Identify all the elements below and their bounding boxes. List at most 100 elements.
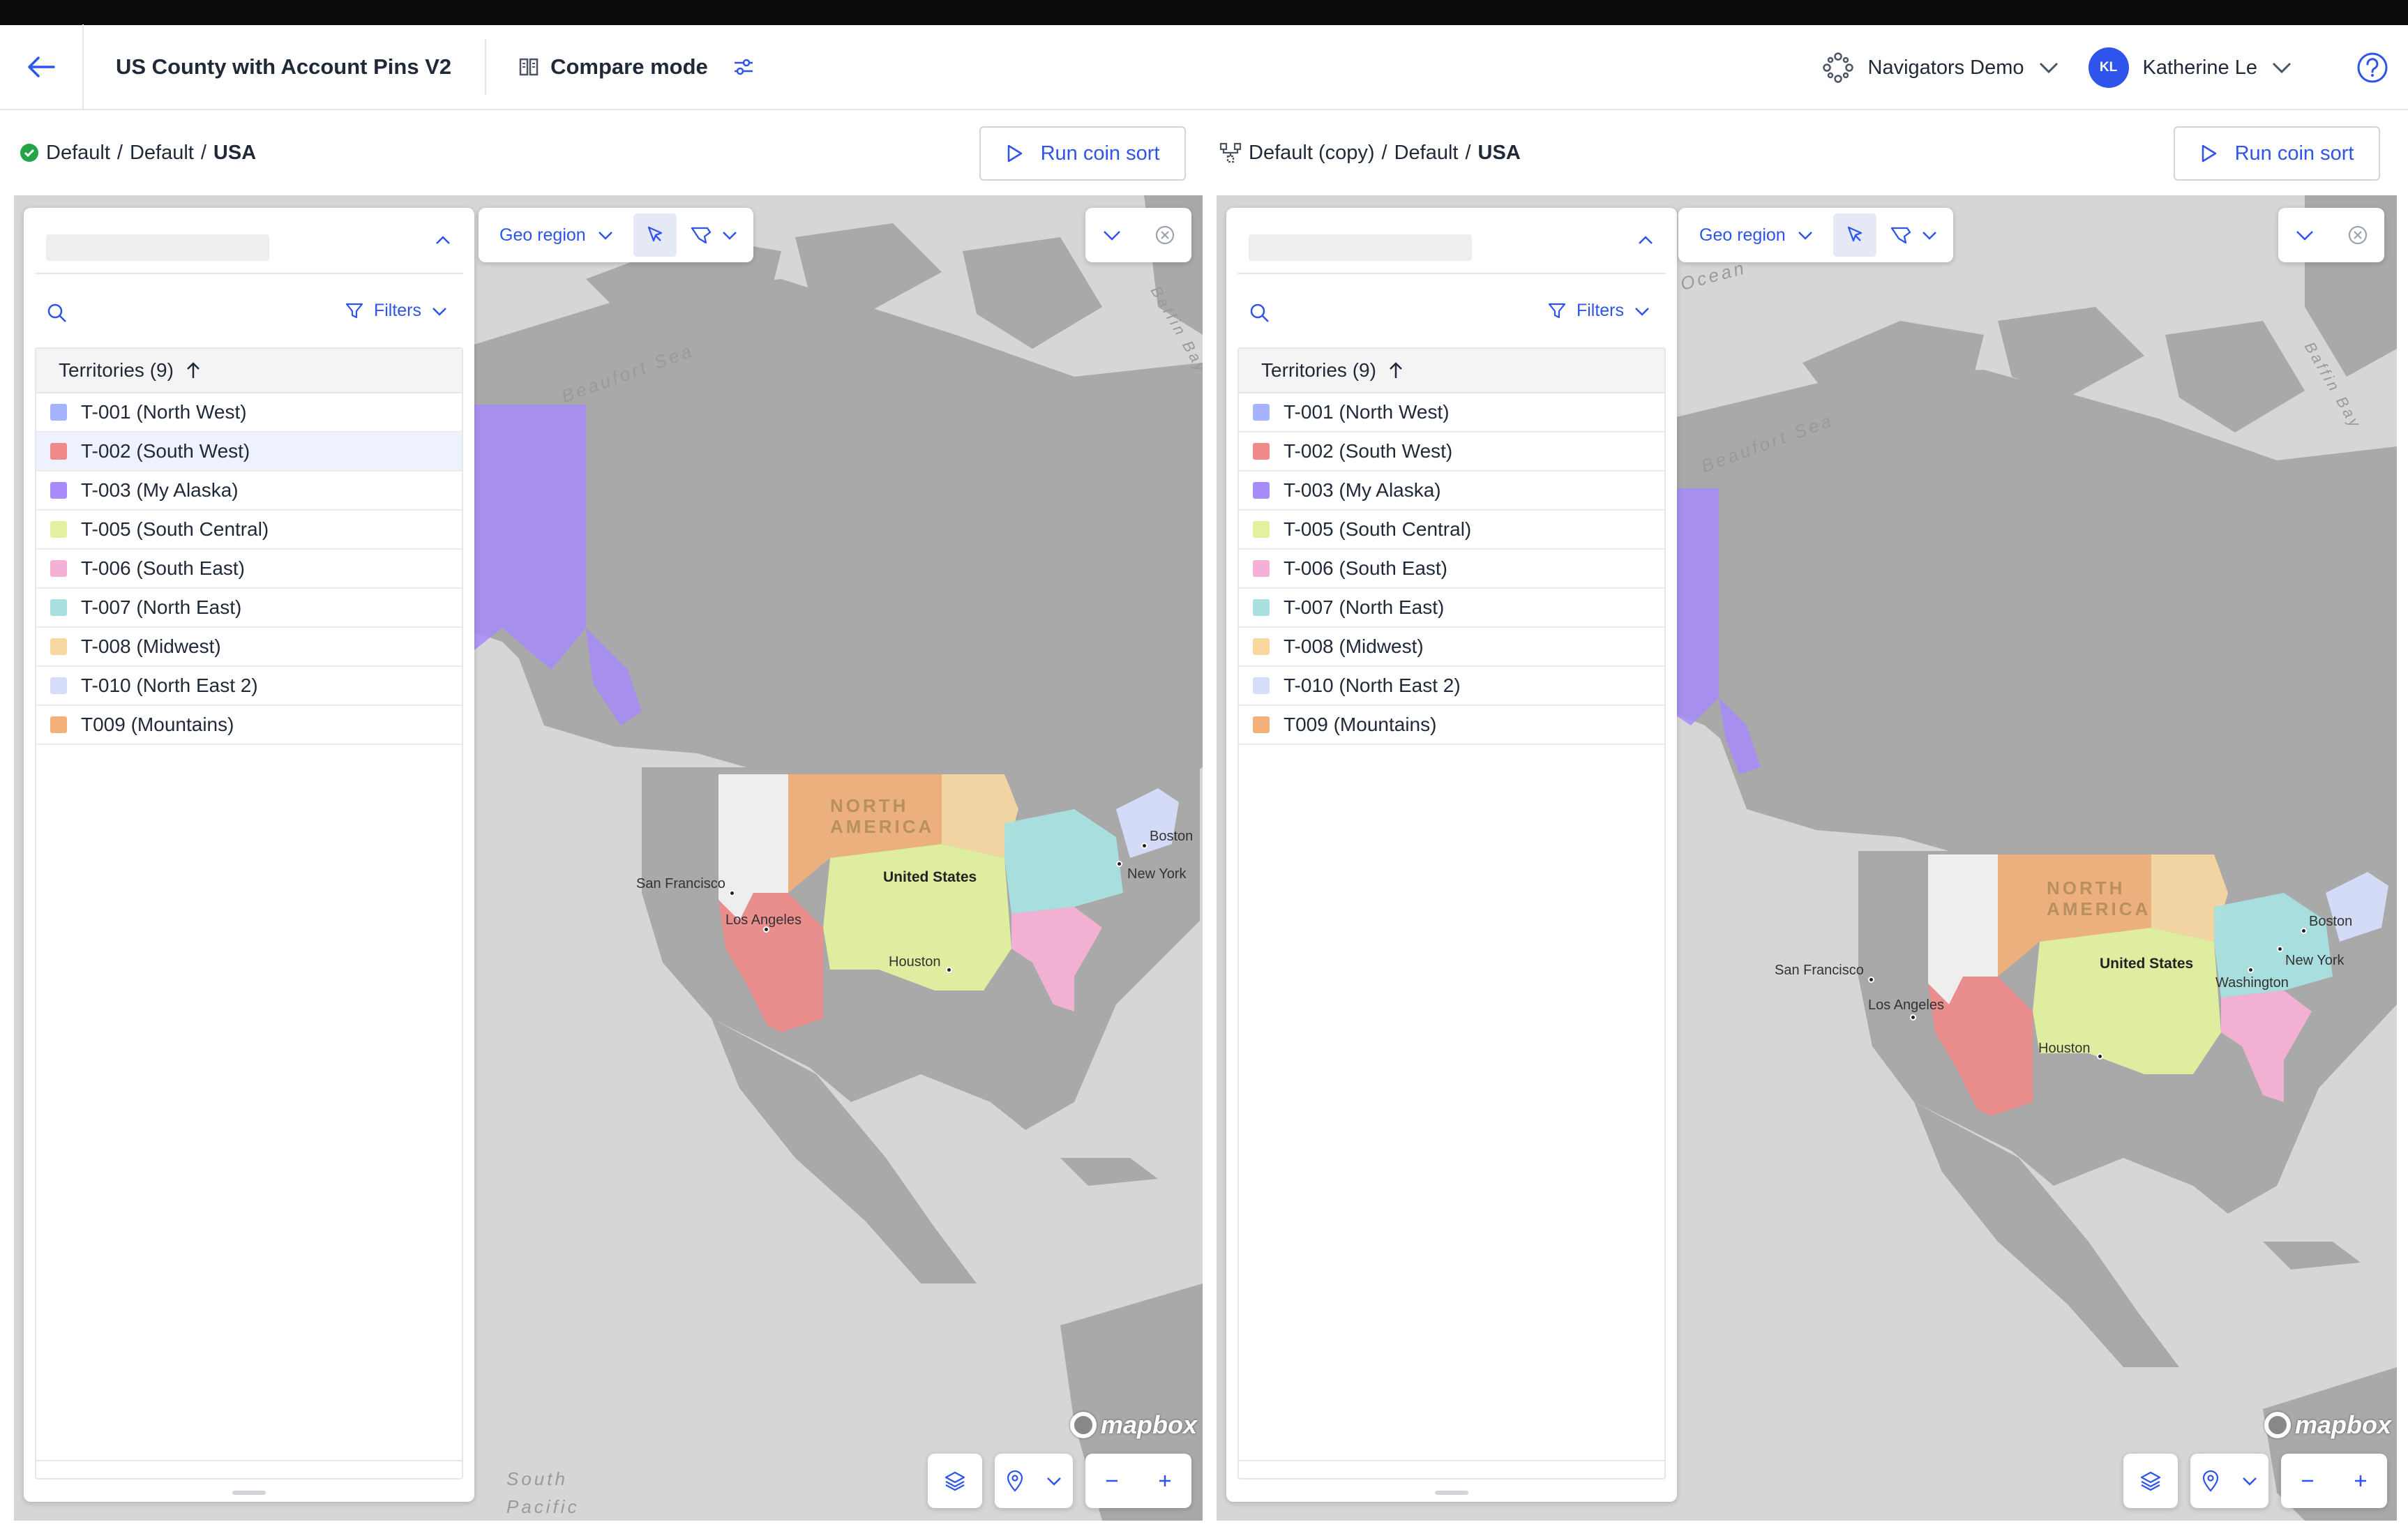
city-dot	[2248, 967, 2254, 973]
breadcrumb-item[interactable]: Default (copy)	[1249, 141, 1375, 164]
territory-label: T-007 (North East)	[1284, 596, 1445, 618]
mapbox-wordmark: mapbox	[2295, 1410, 2392, 1439]
territory-table: Territories (9) T-001 (North West) T-002 …	[35, 347, 463, 1479]
territory-row[interactable]: T-003 (My Alaska)	[1239, 472, 1664, 511]
territory-row[interactable]: T-002 (South West)	[1239, 432, 1664, 472]
search-icon[interactable]	[1249, 302, 1271, 324]
map-label-los-angeles: Los Angeles	[725, 912, 802, 928]
territory-row[interactable]: T-002 (South West)	[36, 432, 462, 472]
territory-row[interactable]: T-007 (North East)	[1239, 589, 1664, 628]
map-label-los-angeles: Los Angeles	[1868, 997, 1944, 1013]
back-button[interactable]	[0, 24, 84, 110]
city-dot	[1868, 977, 1874, 983]
breadcrumb-current: USA	[213, 141, 257, 164]
breadcrumb-item[interactable]: Default	[1394, 141, 1459, 164]
territory-row[interactable]: T-001 (North West)	[36, 393, 462, 432]
pin-menu-button[interactable]	[995, 1454, 1073, 1508]
user-menu[interactable]: KL Katherine Le	[2088, 47, 2292, 88]
territory-row[interactable]: T-010 (North East 2)	[1239, 667, 1664, 706]
chevron-up-icon[interactable]	[432, 230, 453, 251]
territory-panel: Filters Territories (9) T-001 (North Wes…	[1226, 208, 1677, 1502]
territory-row[interactable]: T-007 (North East)	[36, 589, 462, 628]
territory-color-swatch	[50, 638, 67, 655]
polygon-tool-button[interactable]	[677, 225, 753, 246]
mapbox-mark-icon	[1070, 1412, 1097, 1438]
select-tool-button[interactable]	[633, 213, 677, 257]
territory-color-swatch	[1253, 521, 1270, 538]
map-view-right[interactable]: Ocean Beaufort Sea Baffin Bay NORTH AMER…	[1217, 195, 2397, 1521]
territory-row[interactable]: T-005 (South Central)	[1239, 511, 1664, 550]
table-footer	[36, 1460, 462, 1478]
breadcrumb-separator: /	[200, 141, 206, 164]
zoom-in-icon[interactable]	[2351, 1472, 2370, 1490]
zoom-out-icon[interactable]	[2298, 1472, 2317, 1490]
left-subheader: Default / Default / USA	[20, 110, 256, 195]
search-row: Filters	[1226, 274, 1677, 347]
table-header[interactable]: Territories (9)	[1239, 349, 1664, 393]
geo-region-select[interactable]: Geo region	[1678, 225, 1833, 246]
territory-label: T-008 (Midwest)	[81, 635, 221, 657]
lasso-polygon-icon	[691, 227, 711, 244]
select-tool-button[interactable]	[1833, 213, 1876, 257]
resize-handle[interactable]	[232, 1491, 266, 1495]
settings-sliders-icon[interactable]	[732, 55, 755, 79]
territory-row[interactable]: T-001 (North West)	[1239, 393, 1664, 432]
chevron-down-icon[interactable]	[1102, 229, 1122, 241]
territory-label: T-001 (North West)	[1284, 401, 1450, 423]
chevron-down-icon	[722, 232, 737, 240]
filters-button[interactable]: Filters	[345, 301, 448, 321]
clear-circle-icon[interactable]	[1154, 225, 1175, 246]
zoom-in-icon[interactable]	[1156, 1472, 1174, 1490]
territory-row[interactable]: T-003 (My Alaska)	[36, 472, 462, 511]
breadcrumb-item[interactable]: Default	[46, 141, 110, 164]
pin-menu-button[interactable]	[2190, 1454, 2268, 1508]
filters-button[interactable]: Filters	[1547, 301, 1650, 321]
map-label-north-america: NORTH AMERICA	[2047, 878, 2151, 919]
territory-row[interactable]: T-006 (South East)	[1239, 550, 1664, 589]
zoom-out-icon[interactable]	[1103, 1472, 1121, 1490]
help-icon[interactable]	[2356, 52, 2388, 84]
page-title: US County with Account Pins V2	[116, 54, 452, 79]
map-label-san-francisco: San Francisco	[1775, 963, 1864, 978]
breadcrumb-item[interactable]: Default	[129, 141, 194, 164]
layers-button[interactable]	[928, 1454, 982, 1508]
resize-handle[interactable]	[1435, 1491, 1468, 1495]
map-label-south-pacific: South Pacific	[506, 1468, 580, 1517]
map-label-san-francisco: San Francisco	[636, 876, 725, 891]
territory-row[interactable]: T-005 (South Central)	[36, 511, 462, 550]
territory-rows: T-001 (North West) T-002 (South West) T-00…	[36, 393, 462, 745]
run-coin-sort-button[interactable]: Run coin sort	[2174, 126, 2380, 181]
territory-row[interactable]: T009 (Mountains)	[1239, 706, 1664, 745]
territory-label: T-002 (South West)	[81, 440, 250, 462]
mapbox-wordmark: mapbox	[1101, 1410, 1198, 1439]
run-coin-sort-button[interactable]: Run coin sort	[979, 126, 1186, 181]
org-switcher[interactable]: Navigators Demo	[1822, 52, 2059, 84]
map-view-left[interactable]: Beaufort Sea Baffin Bay NORTH AMERICA Un…	[14, 195, 1203, 1521]
breadcrumb-separator: /	[1465, 141, 1471, 164]
geo-region-select[interactable]: Geo region	[479, 225, 633, 246]
territory-label: T-006 (South East)	[1284, 557, 1448, 579]
table-header[interactable]: Territories (9)	[36, 349, 462, 393]
map-label-united-states: United States	[883, 869, 977, 885]
territory-color-swatch	[50, 599, 67, 616]
chevron-down-icon[interactable]	[2295, 229, 2315, 241]
compare-mode-label: Compare mode	[550, 54, 708, 79]
search-icon[interactable]	[46, 302, 68, 324]
chevron-up-icon[interactable]	[1635, 230, 1656, 251]
lasso-polygon-icon	[1890, 227, 1911, 244]
clear-circle-icon[interactable]	[2347, 225, 2368, 246]
map-label-houston: Houston	[2038, 1041, 2091, 1056]
city-dot	[2097, 1053, 2103, 1060]
map-label-washington: Washington	[2215, 975, 2289, 991]
territory-color-swatch	[1253, 599, 1270, 616]
territory-row[interactable]: T-008 (Midwest)	[1239, 628, 1664, 667]
map-pin-icon	[2202, 1470, 2218, 1492]
polygon-tool-button[interactable]	[1876, 225, 1953, 246]
territory-row[interactable]: T009 (Mountains)	[36, 706, 462, 745]
compare-mode[interactable]: Compare mode	[518, 54, 755, 80]
layers-button[interactable]	[2123, 1454, 2178, 1508]
territory-row[interactable]: T-008 (Midwest)	[36, 628, 462, 667]
territory-row[interactable]: T-006 (South East)	[36, 550, 462, 589]
city-dot	[1141, 843, 1147, 849]
territory-row[interactable]: T-010 (North East 2)	[36, 667, 462, 706]
